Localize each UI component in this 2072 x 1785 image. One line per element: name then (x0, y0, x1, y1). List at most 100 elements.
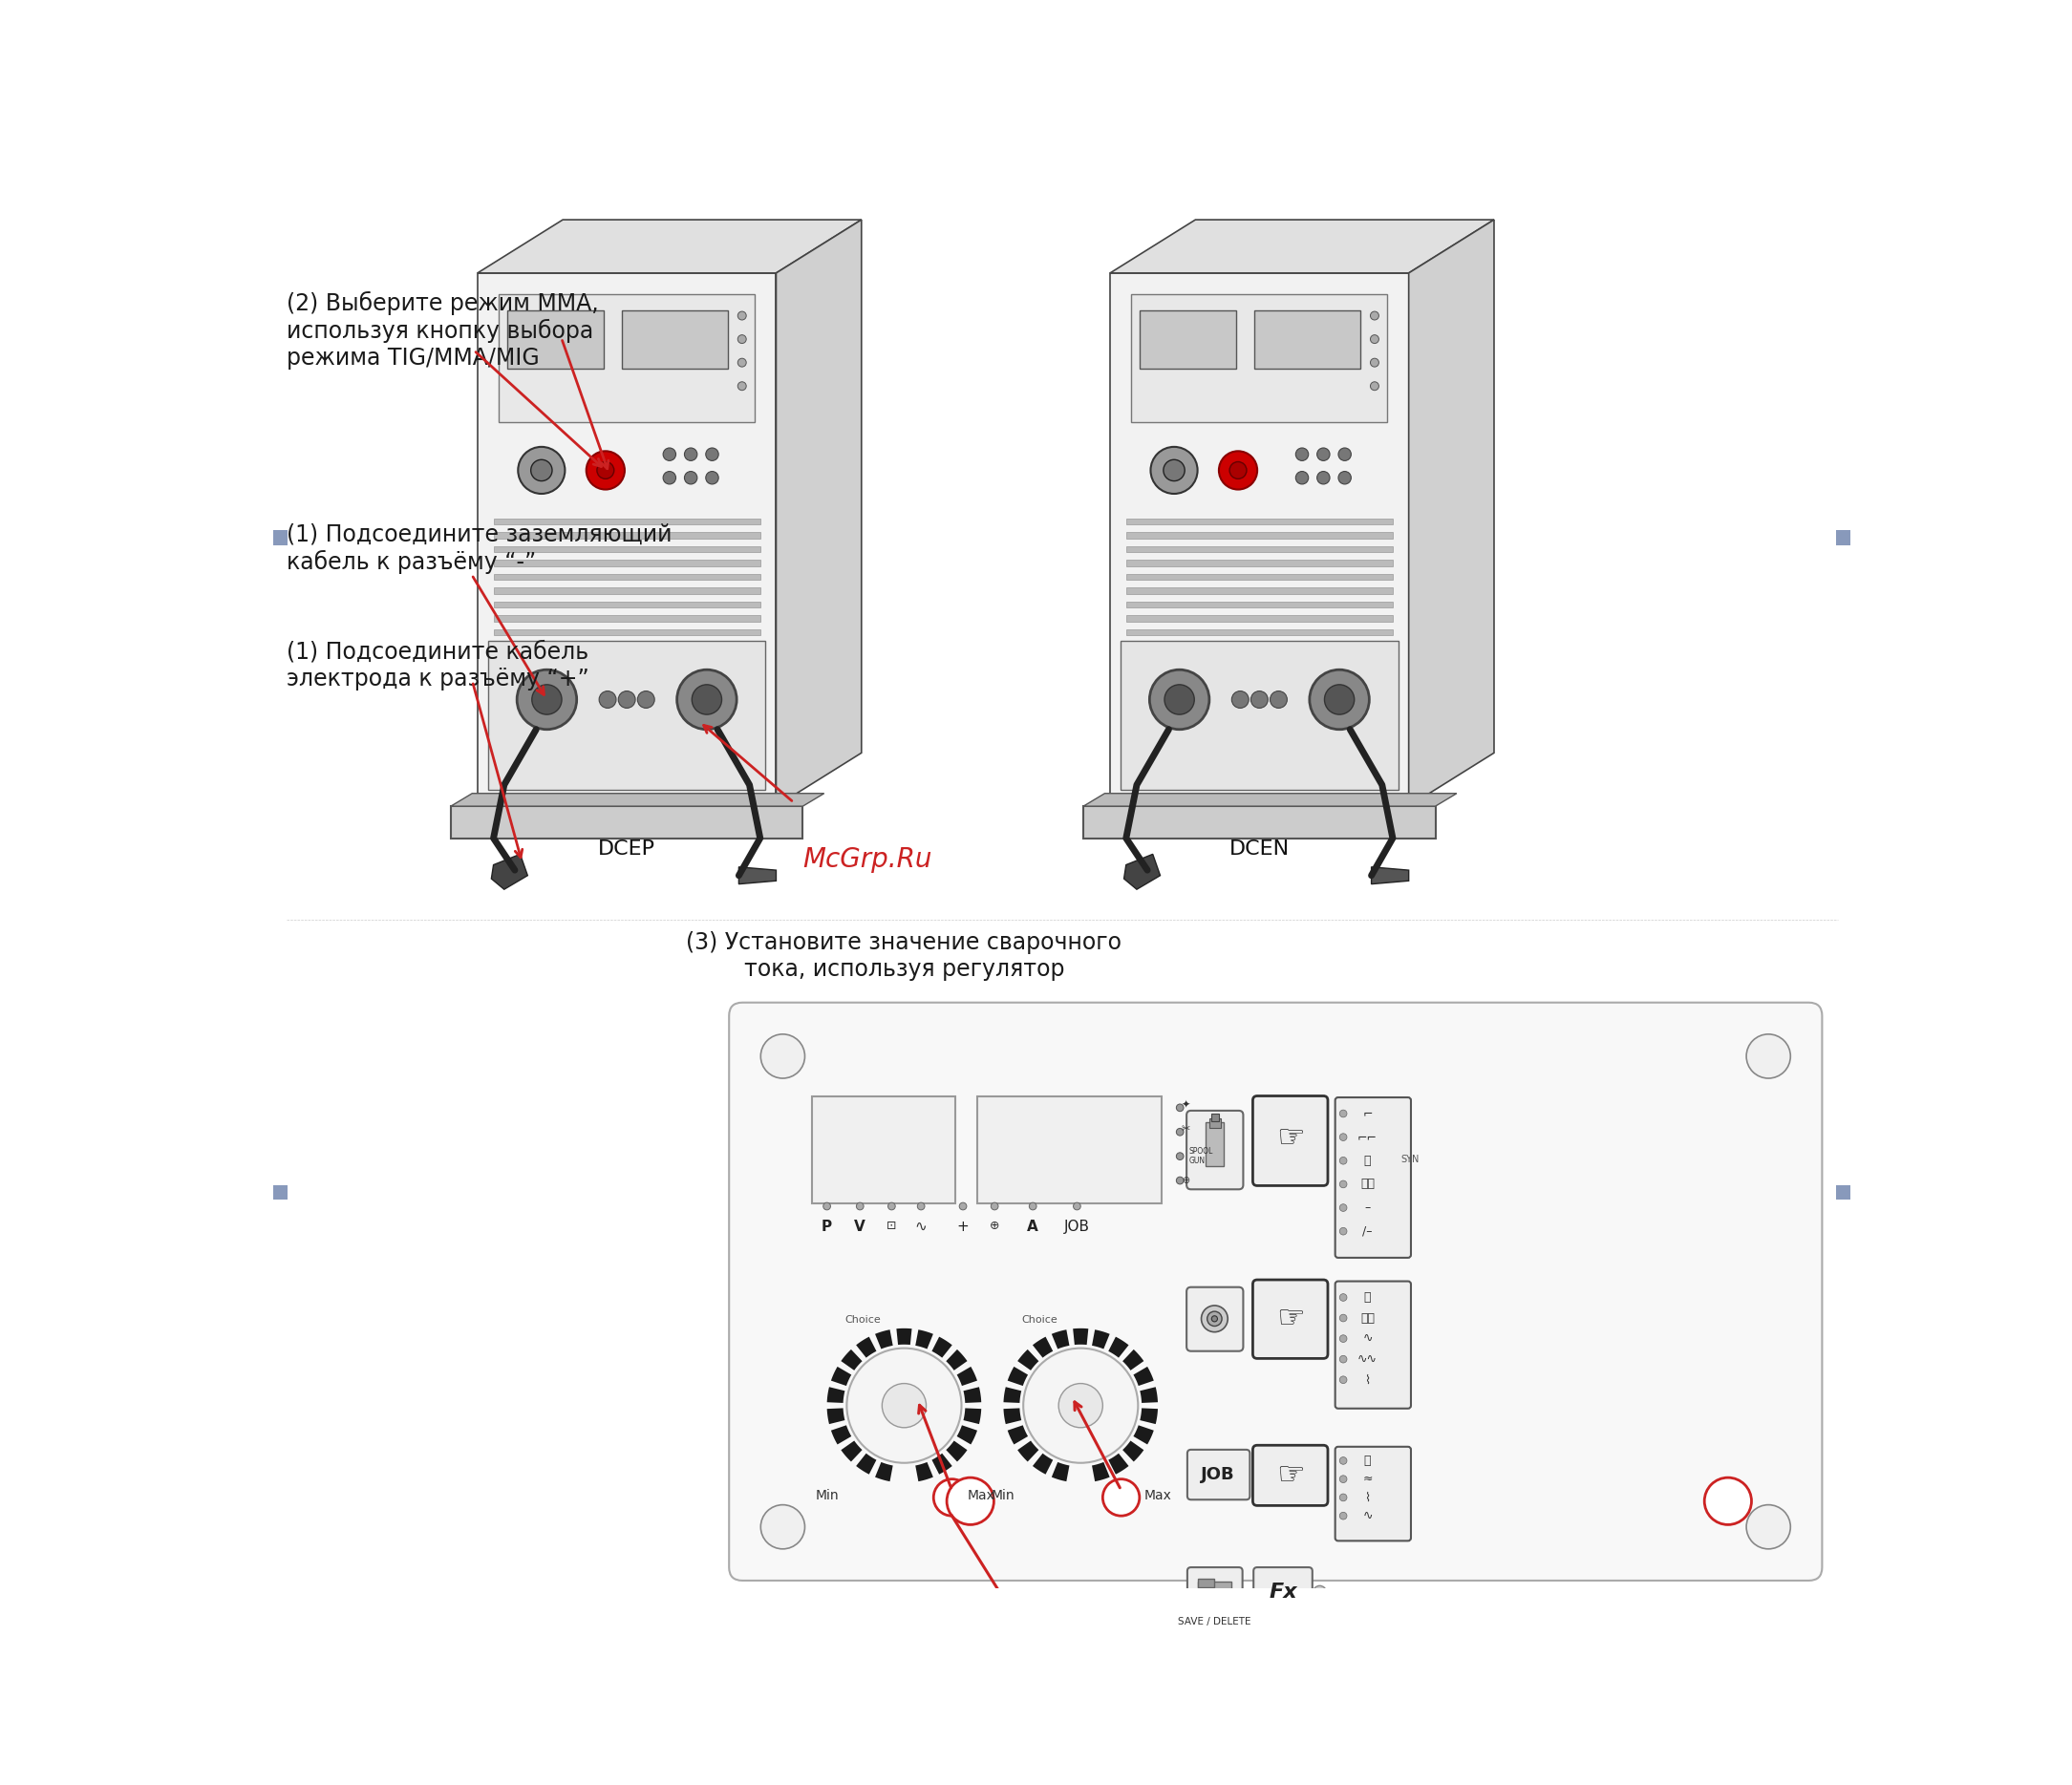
Text: DCEP: DCEP (599, 839, 655, 859)
Bar (622, 311, 727, 369)
Polygon shape (1125, 518, 1392, 525)
Circle shape (516, 669, 576, 730)
Polygon shape (841, 1349, 862, 1371)
Text: SAVE / DELETE: SAVE / DELETE (1179, 1617, 1251, 1626)
Circle shape (1030, 1203, 1036, 1210)
Circle shape (990, 1203, 999, 1210)
Polygon shape (1123, 855, 1160, 889)
Circle shape (1295, 471, 1307, 484)
Circle shape (1747, 1034, 1790, 1078)
Circle shape (518, 446, 566, 494)
Text: Choice: Choice (1021, 1316, 1059, 1324)
Polygon shape (856, 1453, 876, 1474)
Polygon shape (963, 1408, 982, 1424)
Polygon shape (963, 1387, 982, 1403)
Polygon shape (957, 1424, 978, 1444)
Bar (812, 1096, 955, 1203)
Bar (452, 807, 802, 839)
Circle shape (617, 691, 636, 709)
Circle shape (1341, 1476, 1347, 1483)
Circle shape (1164, 685, 1193, 714)
Polygon shape (1007, 1367, 1028, 1385)
FancyBboxPatch shape (1334, 1282, 1411, 1408)
Polygon shape (1125, 532, 1392, 539)
Text: P: P (823, 1219, 833, 1233)
Circle shape (889, 1203, 895, 1210)
Circle shape (1177, 1153, 1183, 1160)
Circle shape (959, 1203, 968, 1210)
Text: ⌒: ⌒ (1363, 1291, 1372, 1303)
Circle shape (1162, 461, 1185, 480)
Polygon shape (1017, 1440, 1038, 1462)
Polygon shape (477, 220, 862, 273)
Circle shape (1059, 1383, 1102, 1428)
Polygon shape (1111, 273, 1409, 807)
Bar (1084, 807, 1436, 839)
Bar (1254, 311, 1361, 369)
Polygon shape (1003, 1408, 1021, 1424)
Polygon shape (1140, 1408, 1158, 1424)
Circle shape (823, 1203, 831, 1210)
Circle shape (1341, 1157, 1347, 1164)
Polygon shape (1032, 1453, 1053, 1474)
Polygon shape (831, 1367, 852, 1385)
Polygon shape (493, 560, 760, 566)
Text: ≈: ≈ (1363, 1473, 1372, 1485)
Circle shape (1341, 1133, 1347, 1141)
Circle shape (599, 691, 615, 709)
Circle shape (1341, 1494, 1347, 1501)
Text: V: V (854, 1219, 866, 1233)
Text: ⊕: ⊕ (1181, 1176, 1189, 1185)
Circle shape (947, 1478, 995, 1524)
FancyBboxPatch shape (1187, 1567, 1243, 1617)
Text: (1) Подсоедините заземляющий
кабель к разъёму “-”: (1) Подсоедините заземляющий кабель к ра… (286, 523, 671, 573)
Text: ☞: ☞ (1276, 1460, 1305, 1490)
FancyBboxPatch shape (1254, 1567, 1312, 1617)
Circle shape (934, 1480, 970, 1515)
Circle shape (1324, 685, 1355, 714)
Circle shape (597, 462, 613, 478)
Text: –: – (1365, 1201, 1370, 1214)
Circle shape (1370, 359, 1378, 368)
Bar (508, 311, 603, 369)
Polygon shape (1092, 1462, 1111, 1482)
Circle shape (1212, 1316, 1218, 1321)
Circle shape (1370, 382, 1378, 391)
Circle shape (738, 382, 746, 391)
Circle shape (1177, 1128, 1183, 1135)
Polygon shape (493, 643, 760, 650)
Circle shape (1251, 691, 1268, 709)
Circle shape (678, 669, 738, 730)
Polygon shape (932, 1453, 953, 1474)
Text: (3) Установите значение сварочного
тока, используя регулятор: (3) Установите значение сварочного тока,… (686, 932, 1121, 980)
Circle shape (692, 685, 721, 714)
Circle shape (1177, 1105, 1183, 1112)
Bar (1836, 530, 1850, 544)
Text: ⌒: ⌒ (1363, 1455, 1372, 1467)
FancyBboxPatch shape (1254, 1096, 1328, 1185)
Polygon shape (841, 1440, 862, 1462)
Circle shape (1024, 1348, 1138, 1464)
Text: ✂: ✂ (1181, 1125, 1191, 1133)
Circle shape (1231, 691, 1249, 709)
Polygon shape (493, 518, 760, 525)
FancyBboxPatch shape (1334, 1446, 1411, 1540)
Circle shape (1318, 471, 1330, 484)
Circle shape (1339, 448, 1351, 461)
Polygon shape (493, 587, 760, 594)
Polygon shape (493, 602, 760, 609)
Text: +: + (957, 1219, 970, 1233)
Circle shape (1370, 336, 1378, 343)
FancyBboxPatch shape (1334, 1098, 1411, 1258)
Polygon shape (827, 1408, 845, 1424)
Polygon shape (1125, 573, 1392, 580)
Circle shape (1341, 1335, 1347, 1342)
Circle shape (1310, 669, 1370, 730)
Polygon shape (1007, 1424, 1028, 1444)
Circle shape (1177, 1176, 1183, 1183)
Circle shape (1341, 1180, 1347, 1187)
Circle shape (1341, 1205, 1347, 1212)
Polygon shape (491, 855, 528, 889)
Polygon shape (1053, 1462, 1069, 1482)
Polygon shape (932, 1337, 953, 1358)
